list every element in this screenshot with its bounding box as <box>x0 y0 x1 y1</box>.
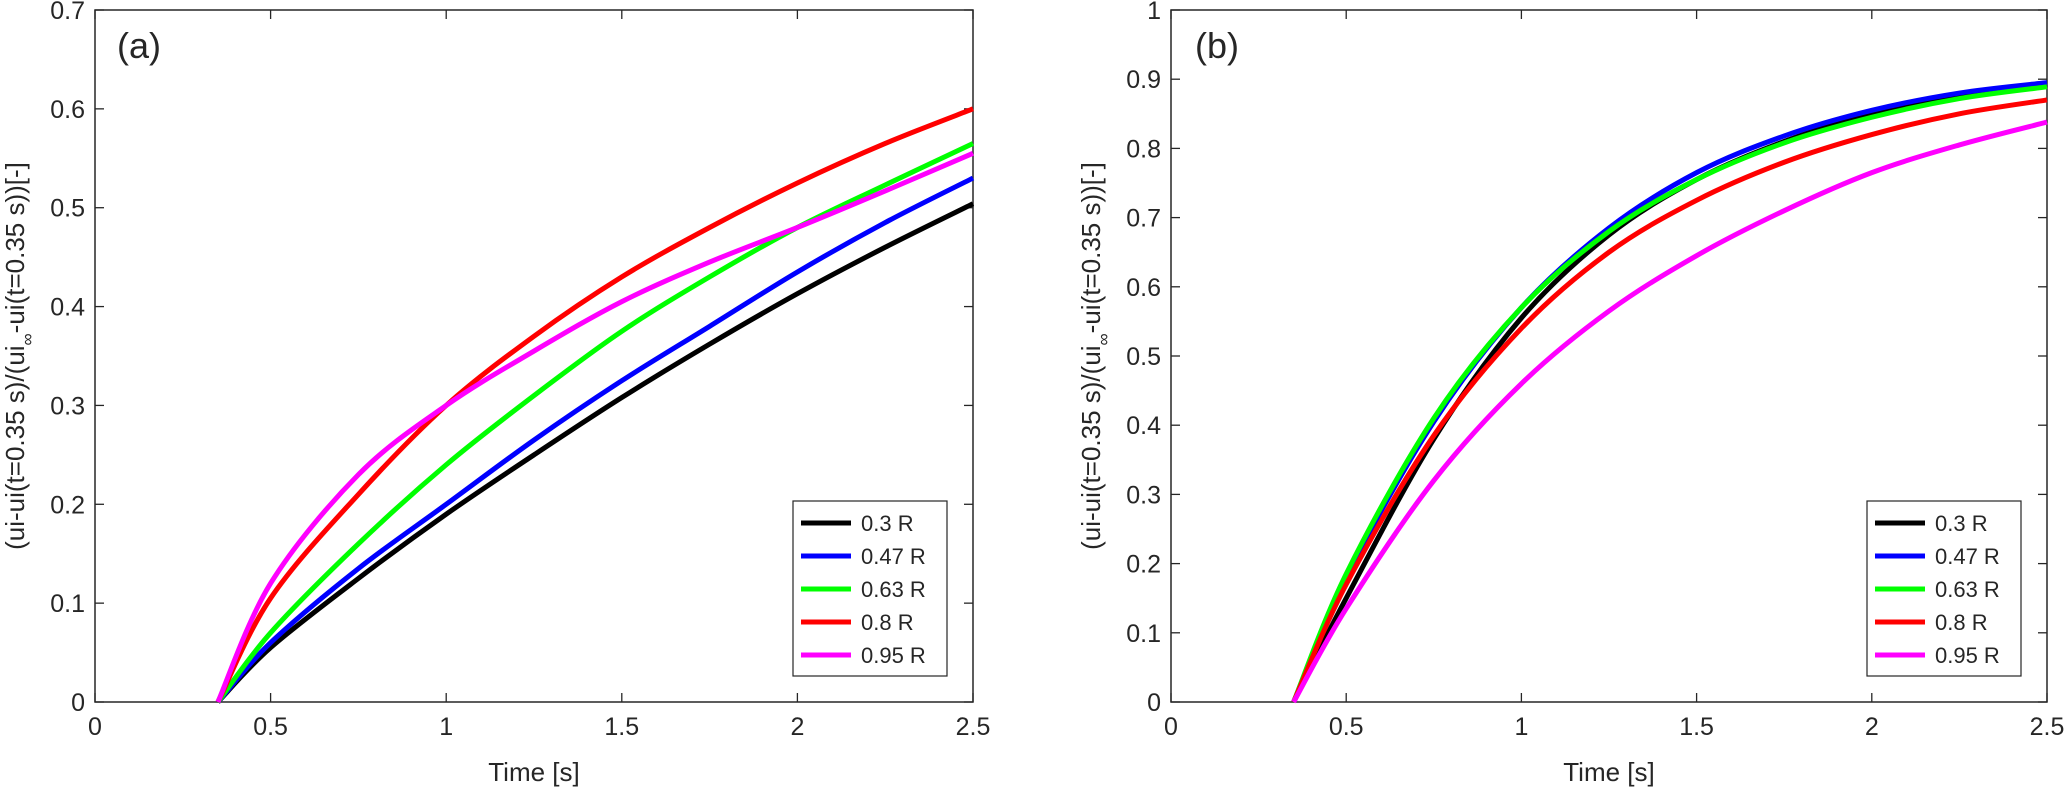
panel-a-letter: (a) <box>117 25 161 66</box>
panel-b-ytick-label: 0.6 <box>1126 274 1161 302</box>
panel-b-xtick-label: 1 <box>1514 713 1528 741</box>
panel-b-letter: (b) <box>1195 25 1239 66</box>
panel-a-ytick-label: 0.7 <box>50 0 85 25</box>
panel-b-ytick-label: 0.9 <box>1126 66 1161 94</box>
panel-b-ytick-label: 0.2 <box>1126 551 1161 579</box>
panel-a-legend-label-5: 0.95 R <box>861 643 926 668</box>
panel-b-legend: 0.3 R 0.47 R 0.63 R 0.8 R 0.95 R <box>1867 501 2021 676</box>
panel-a-ytick-label: 0.3 <box>50 392 85 420</box>
panel-b-legend-label-4: 0.8 R <box>1935 610 1988 635</box>
panel-a-ytick-label: 0.5 <box>50 195 85 223</box>
panel-a-xtick-label: 1.5 <box>604 713 639 741</box>
panel-b-ytick-label: 0.4 <box>1126 412 1161 440</box>
panel-a-xtick-label: 2.5 <box>956 713 991 741</box>
panel-b-xtick-label: 2 <box>1865 713 1879 741</box>
panel-b-ytick-label: 0.5 <box>1126 343 1161 371</box>
panel-b-xtick-label: 0 <box>1164 713 1178 741</box>
panel-b-xtick-label: 0.5 <box>1329 713 1364 741</box>
panel-a-xtick-label: 0.5 <box>253 713 288 741</box>
panel-a-xtick-label: 1 <box>439 713 453 741</box>
panel-a-ytick-label: 0.2 <box>50 491 85 519</box>
panel-b-legend-label-3: 0.63 R <box>1935 577 2000 602</box>
panel-a-xlabel: Time [s] <box>488 757 579 787</box>
panel-b-ytick-label: 0.8 <box>1126 135 1161 163</box>
panel-a-legend-label-3: 0.63 R <box>861 577 926 602</box>
figure: 0 0.5 1 1.5 2 2.5 0 0.1 0.2 0.3 0.4 0.5 0.6 0.7 (a) T… <box>0 0 2067 790</box>
panel-b: 0 0.5 1 1.5 2 2.5 0 0.1 0.2 0.3 0.4 0.5 0.6 0.7 0.8 0.9… <box>1076 0 2064 787</box>
panel-b-ytick-label: 0 <box>1147 689 1161 717</box>
panel-a-ytick-label: 0.6 <box>50 96 85 124</box>
panel-a-legend-label-2: 0.47 R <box>861 544 926 569</box>
panel-a-legend-label-4: 0.8 R <box>861 610 914 635</box>
panel-b-legend-label-1: 0.3 R <box>1935 511 1988 536</box>
panel-a-ytick-label: 0 <box>71 689 85 717</box>
panel-b-xtick-label: 1.5 <box>1679 713 1714 741</box>
panel-a-ytick-label: 0.4 <box>50 294 85 322</box>
panel-b-ytick-label: 1 <box>1147 0 1161 25</box>
panel-a-legend-label-1: 0.3 R <box>861 511 914 536</box>
panel-b-legend-label-2: 0.47 R <box>1935 544 2000 569</box>
panel-a-ytick-label: 0.1 <box>50 590 85 618</box>
panel-b-ytick-label: 0.1 <box>1126 620 1161 648</box>
panel-a-legend: 0.3 R 0.47 R 0.63 R 0.8 R 0.95 R <box>793 501 947 676</box>
panel-b-xlabel: Time [s] <box>1563 757 1654 787</box>
panel-b-xtick-label: 2.5 <box>2030 713 2065 741</box>
panel-a-xtick-label: 2 <box>790 713 804 741</box>
panel-a-xtick-label: 0 <box>88 713 102 741</box>
panel-b-ytick-label: 0.7 <box>1126 205 1161 233</box>
panel-b-ytick-label: 0.3 <box>1126 481 1161 509</box>
panel-a: 0 0.5 1 1.5 2 2.5 0 0.1 0.2 0.3 0.4 0.5 0.6 0.7 (a) T… <box>0 0 990 787</box>
panel-b-legend-label-5: 0.95 R <box>1935 643 2000 668</box>
